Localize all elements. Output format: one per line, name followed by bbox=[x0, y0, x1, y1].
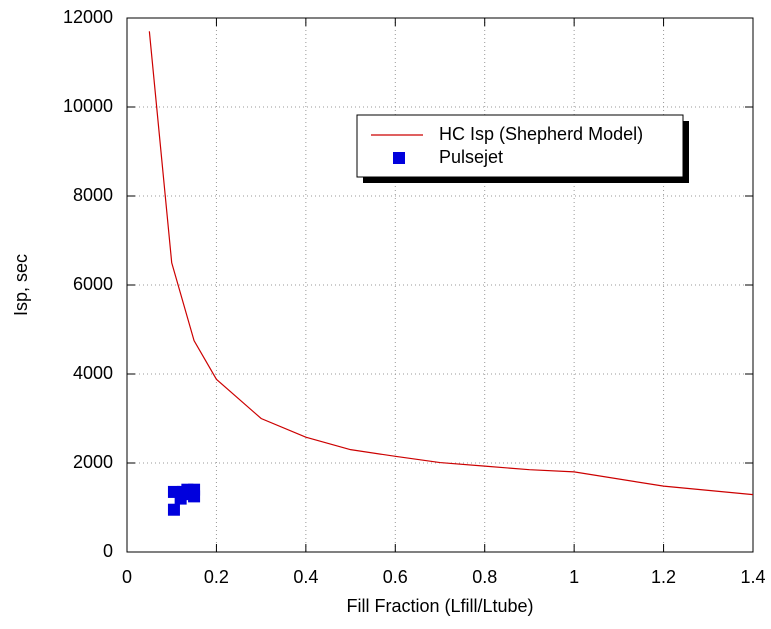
plot-frame bbox=[126, 17, 754, 553]
x-tick-label: 0 bbox=[122, 567, 132, 587]
y-tick-label: 2000 bbox=[73, 452, 113, 472]
y-tick-label: 4000 bbox=[73, 363, 113, 383]
y-tick-label: 6000 bbox=[73, 274, 113, 294]
x-tick-label: 0.4 bbox=[293, 567, 318, 587]
legend-label: HC Isp (Shepherd Model) bbox=[439, 124, 643, 144]
x-axis-label: Fill Fraction (Lfill/Ltube) bbox=[346, 596, 533, 616]
legend-label: Pulsejet bbox=[439, 147, 503, 167]
y-tick-label: 10000 bbox=[63, 96, 113, 116]
x-tick-label: 1.2 bbox=[651, 567, 676, 587]
series-line bbox=[148, 31, 753, 496]
y-tick-label: 0 bbox=[103, 541, 113, 561]
x-tick-label: 0.8 bbox=[472, 567, 497, 587]
legend-swatch bbox=[393, 152, 405, 164]
x-tick-label: 0.6 bbox=[383, 567, 408, 587]
x-tick-label: 1.4 bbox=[740, 567, 765, 587]
legend-box bbox=[356, 114, 684, 178]
y-axis-label: Isp, sec bbox=[11, 254, 31, 316]
scatter-point bbox=[188, 490, 201, 503]
x-tick-label: 1 bbox=[569, 567, 579, 587]
scatter-point bbox=[167, 503, 180, 516]
y-tick-label: 8000 bbox=[73, 185, 113, 205]
x-tick-label: 0.2 bbox=[204, 567, 229, 587]
y-tick-label: 12000 bbox=[63, 7, 113, 27]
